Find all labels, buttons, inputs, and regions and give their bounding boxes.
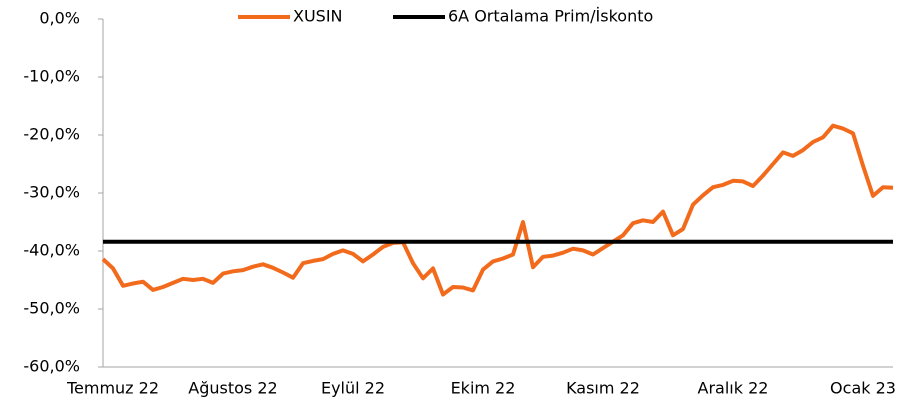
y-tick-label: -30,0% bbox=[23, 183, 80, 202]
line-series bbox=[101, 123, 894, 297]
legend-label: 6A Ortalama Prim/İskonto bbox=[448, 7, 653, 26]
x-tick-label: Eylül 22 bbox=[321, 379, 385, 398]
y-tick-label: -40,0% bbox=[23, 241, 80, 260]
y-tick-label: 0,0% bbox=[39, 9, 80, 28]
y-tick-label: -20,0% bbox=[23, 125, 80, 144]
x-tick-label: Kasım 22 bbox=[566, 379, 640, 398]
legend-label: XUSIN bbox=[293, 7, 343, 26]
x-tick-label: Ağustos 22 bbox=[188, 379, 277, 398]
x-tick-label: Ocak 23 bbox=[830, 379, 896, 398]
x-tick-label: Temmuz 22 bbox=[66, 379, 159, 398]
y-tick-label: -50,0% bbox=[23, 299, 80, 318]
x-tick-label: Aralık 22 bbox=[698, 379, 769, 398]
x-tick-label: Ekim 22 bbox=[451, 379, 516, 398]
y-tick-label: -10,0% bbox=[23, 67, 80, 86]
y-tick-label: -60,0% bbox=[23, 357, 80, 376]
